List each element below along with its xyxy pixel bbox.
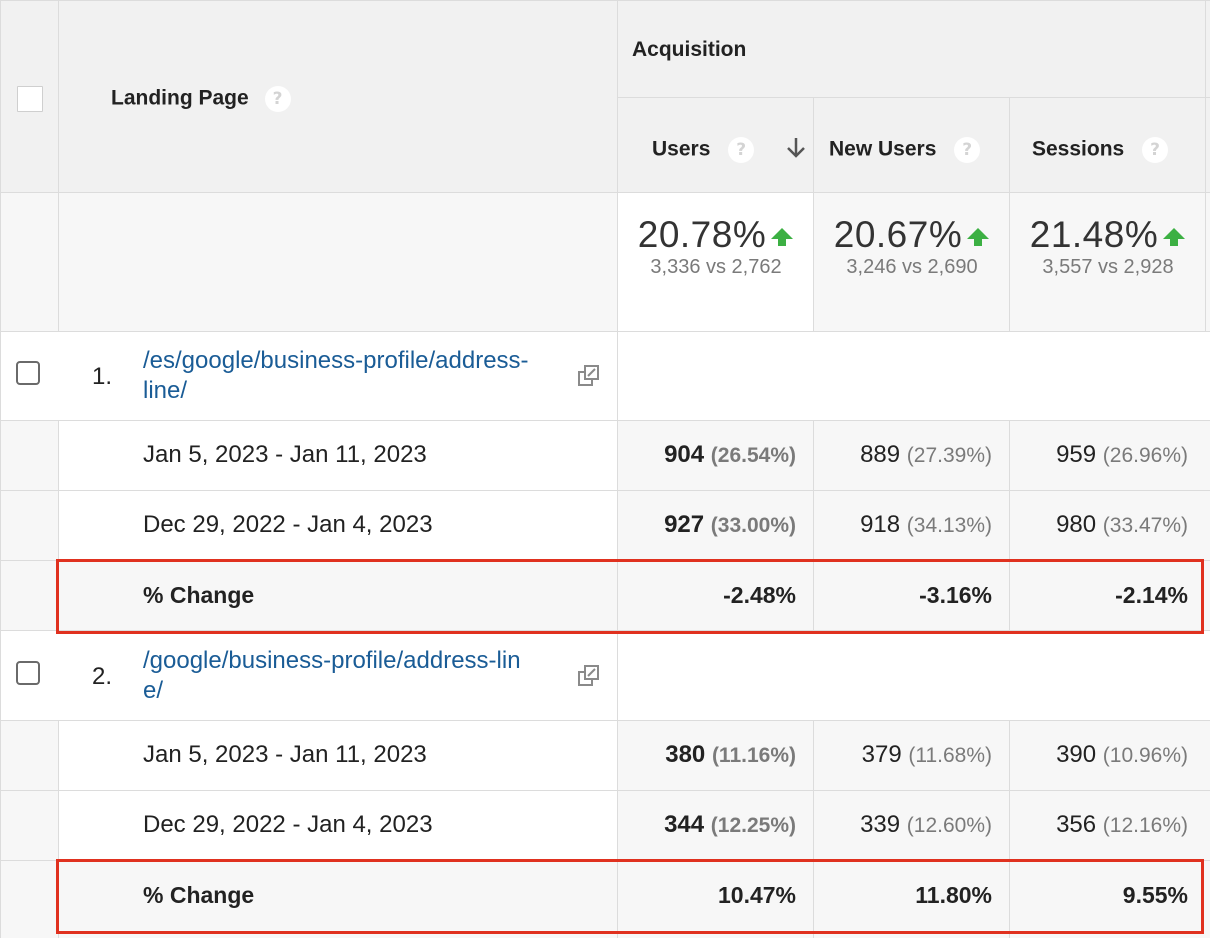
column-header-sessions[interactable]: Sessions ? [1032,137,1169,163]
grid-line [1009,421,1010,631]
landing-page-link-line2: line/ [143,377,188,404]
grid-line [0,630,1210,631]
grid-line [0,331,1210,332]
grid-line [813,421,814,631]
sessions-change: 9.55% [1122,882,1188,908]
users-change: 10.47% [717,882,796,908]
users-value: 927 (33.00%) [664,511,796,538]
grid-line [0,720,1210,721]
highlight-box [56,859,1204,934]
grid-line [1205,0,1206,332]
totals-row-right [814,193,1210,332]
new-users-change: -3.16% [919,582,992,608]
grid-line [0,790,1210,791]
grid-line [1009,721,1010,938]
up-arrow-icon [1163,228,1186,247]
date-range-previous: Dec 29, 2022 - Jan 4, 2023 [143,811,433,838]
sessions-value: 980 (33.47%) [1056,511,1188,538]
up-arrow-icon [771,228,794,247]
grid-line [0,420,1210,421]
total-sessions-pct: 21.48% [1029,214,1159,255]
new-users-value: 379 (11.68%) [861,741,992,768]
landing-page-header[interactable]: Landing Page ? [111,86,291,112]
sessions-label: Sessions [1032,137,1125,161]
date-range-previous: Dec 29, 2022 - Jan 4, 2023 [143,511,433,538]
total-new-users-pct: 20.67% [833,214,963,255]
select-all-checkbox[interactable] [17,86,43,112]
grid-line [0,0,1210,1]
row-index: 2. [92,663,113,690]
sessions-value: 959 (26.96%) [1056,441,1188,468]
total-users-compare: 3,336 vs 2,762 [650,256,782,278]
row1-change-bg [59,561,1210,631]
row-checkbox[interactable] [16,361,40,385]
table-header [0,0,1210,193]
row2-data-bg [618,721,1210,861]
totals-cell-users [618,193,814,332]
total-new-users-compare: 3,246 vs 2,690 [846,256,978,278]
total-users: 20.78% 3,336 vs 2,762 [618,214,814,279]
help-icon[interactable]: ? [1142,137,1169,163]
acquisition-group-label: Acquisition [632,38,747,61]
landing-page-link-line1: /es/google/business-profile/address- [143,347,529,374]
users-change: -2.48% [723,582,796,608]
new-users-value: 339 (12.60%) [860,811,992,838]
total-new-users: 20.67% 3,246 vs 2,690 [814,214,1010,279]
open-in-new-window-icon[interactable] [577,664,601,688]
new-users-value: 918 (34.13%) [860,511,992,538]
users-value: 380 (11.16%) [665,741,796,768]
landing-page-link[interactable]: /google/business-profile/address-lin e/ [143,646,583,706]
grid-line [618,97,1210,98]
grid-line [0,490,1210,491]
grid-line [813,97,814,332]
grid-line [617,0,618,938]
grid-line [0,0,1,938]
sort-descending-icon[interactable] [785,136,807,160]
landing-page-link[interactable]: /es/google/business-profile/address- lin… [143,346,583,406]
landing-page-label: Landing Page [111,86,249,110]
open-in-new-window-icon[interactable] [577,364,601,388]
row1-gutter [0,421,59,631]
new-users-label: New Users [829,137,937,161]
total-users-pct: 20.78% [637,214,767,255]
grid-line [58,721,59,938]
landing-page-link-line1: /google/business-profile/address-lin [143,647,521,674]
column-header-new-users[interactable]: New Users ? [829,137,981,163]
users-value: 904 (26.54%) [664,441,796,468]
grid-line [58,0,59,332]
row-checkbox[interactable] [16,661,40,685]
highlight-box [56,559,1204,634]
date-range-current: Jan 5, 2023 - Jan 11, 2023 [143,441,427,468]
users-value: 344 (12.25%) [664,811,796,838]
landing-page-link-line2: e/ [143,677,164,704]
grid-line [0,192,1210,193]
grid-line [58,421,59,631]
new-users-change: 11.80% [915,882,992,908]
totals-row-left [0,193,618,332]
percent-change-label: % Change [143,882,255,908]
total-sessions: 21.48% 3,557 vs 2,928 [1010,214,1206,279]
row2-gutter [0,721,59,938]
new-users-value: 889 (27.39%) [860,441,992,468]
sessions-value: 390 (10.96%) [1056,741,1188,768]
row2-change-bg [59,861,1210,938]
column-header-users[interactable]: Users ? [652,137,755,163]
date-range-current: Jan 5, 2023 - Jan 11, 2023 [143,741,427,768]
total-sessions-compare: 3,557 vs 2,928 [1042,256,1174,278]
help-icon[interactable]: ? [264,86,291,112]
row-index: 1. [92,363,113,390]
sessions-value: 356 (12.16%) [1056,811,1188,838]
help-icon[interactable]: ? [954,137,981,163]
help-icon[interactable]: ? [728,137,755,163]
users-label: Users [652,137,711,161]
row1-data-bg [618,421,1210,561]
grid-line [1009,97,1010,332]
grid-line [813,721,814,938]
up-arrow-icon [967,228,990,247]
percent-change-label: % Change [143,582,255,608]
sessions-change: -2.14% [1115,582,1188,608]
